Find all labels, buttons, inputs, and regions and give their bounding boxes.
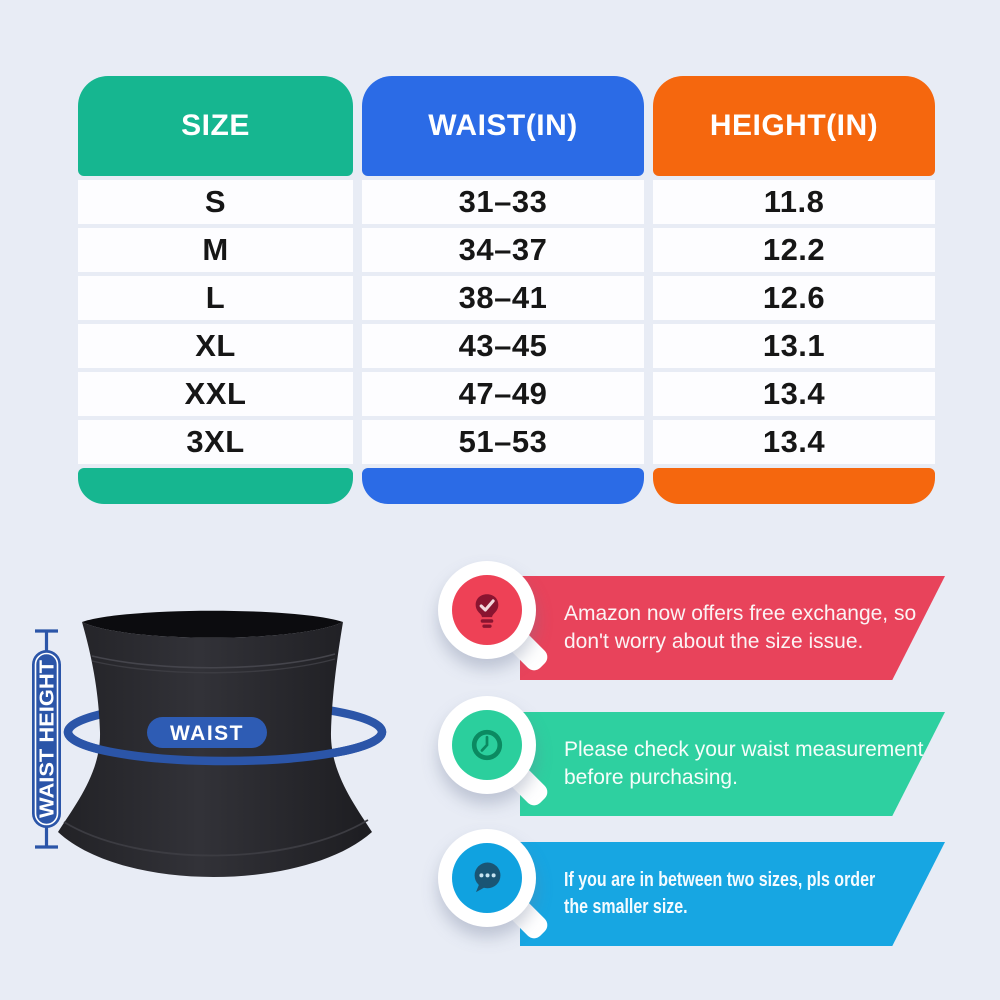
callout-badge-exchange bbox=[438, 561, 552, 675]
height-column-footer-bar bbox=[653, 468, 935, 504]
height-cell: 13.1 bbox=[653, 324, 935, 368]
callout-badge-measure bbox=[438, 696, 552, 810]
waist-cell: 34–37 bbox=[362, 228, 644, 272]
size-column: SIZE S M L XL XXL 3XL bbox=[78, 76, 353, 504]
height-column-header: HEIGHT(IN) bbox=[653, 76, 935, 176]
size-cell: XL bbox=[78, 324, 353, 368]
size-column-footer-bar bbox=[78, 468, 353, 504]
waist-column-footer-bar bbox=[362, 468, 644, 504]
height-column: HEIGHT(IN) 11.8 12.2 12.6 13.1 13.4 13.4 bbox=[653, 76, 935, 504]
waist-label-text: WAIST bbox=[170, 722, 244, 745]
height-cell: 13.4 bbox=[653, 420, 935, 464]
waist-cell: 31–33 bbox=[362, 180, 644, 224]
waist-cell: 38–41 bbox=[362, 276, 644, 320]
clock-icon bbox=[452, 710, 522, 780]
chat-dots-icon bbox=[452, 843, 522, 913]
waist-trainer-garment bbox=[58, 610, 372, 878]
size-cell: 3XL bbox=[78, 420, 353, 464]
waist-column-header: WAIST(IN) bbox=[362, 76, 644, 176]
waist-cell: 47–49 bbox=[362, 372, 644, 416]
waist-cell: 43–45 bbox=[362, 324, 644, 368]
waist-label-badge: WAIST bbox=[147, 717, 267, 748]
size-chart-table: SIZE S M L XL XXL 3XL WAIST(IN) 31–33 34… bbox=[78, 76, 935, 504]
size-cell: L bbox=[78, 276, 353, 320]
height-cell: 13.4 bbox=[653, 372, 935, 416]
callout-badge-sizes bbox=[438, 829, 552, 943]
trainer-opening bbox=[82, 610, 343, 638]
lightbulb-check-icon bbox=[452, 575, 522, 645]
height-cell: 12.6 bbox=[653, 276, 935, 320]
callout-text-line: the smaller size. bbox=[564, 896, 688, 918]
height-cell: 11.8 bbox=[653, 180, 935, 224]
waist-height-label-text: WAIST HEIGHT bbox=[37, 660, 59, 818]
waist-trainer-illustration: WAIST WAIST HEIGHT bbox=[32, 610, 387, 878]
height-cell: 12.2 bbox=[653, 228, 935, 272]
callout-text-line: Amazon now offers free exchange, so bbox=[564, 601, 917, 625]
waist-height-badge: WAIST HEIGHT bbox=[32, 650, 61, 828]
callout-text-line: If you are in between two sizes, pls ord… bbox=[564, 869, 876, 892]
callout-check-measurement: Please check your waist measurement befo… bbox=[520, 712, 945, 816]
callout-text-line: Please check your waist measurement bbox=[564, 737, 924, 761]
waist-cell: 51–53 bbox=[362, 420, 644, 464]
callout-text-line: don't worry about the size issue. bbox=[564, 630, 864, 653]
waist-column: WAIST(IN) 31–33 34–37 38–41 43–45 47–49 … bbox=[362, 76, 644, 504]
size-column-header: SIZE bbox=[78, 76, 353, 176]
size-cell: XXL bbox=[78, 372, 353, 416]
size-cell: M bbox=[78, 228, 353, 272]
callout-free-exchange: Amazon now offers free exchange, so don'… bbox=[520, 576, 945, 680]
callout-between-sizes: If you are in between two sizes, pls ord… bbox=[520, 842, 945, 946]
waist-ring-front bbox=[63, 727, 387, 766]
size-cell: S bbox=[78, 180, 353, 224]
callout-text-line: before purchasing. bbox=[564, 766, 738, 789]
